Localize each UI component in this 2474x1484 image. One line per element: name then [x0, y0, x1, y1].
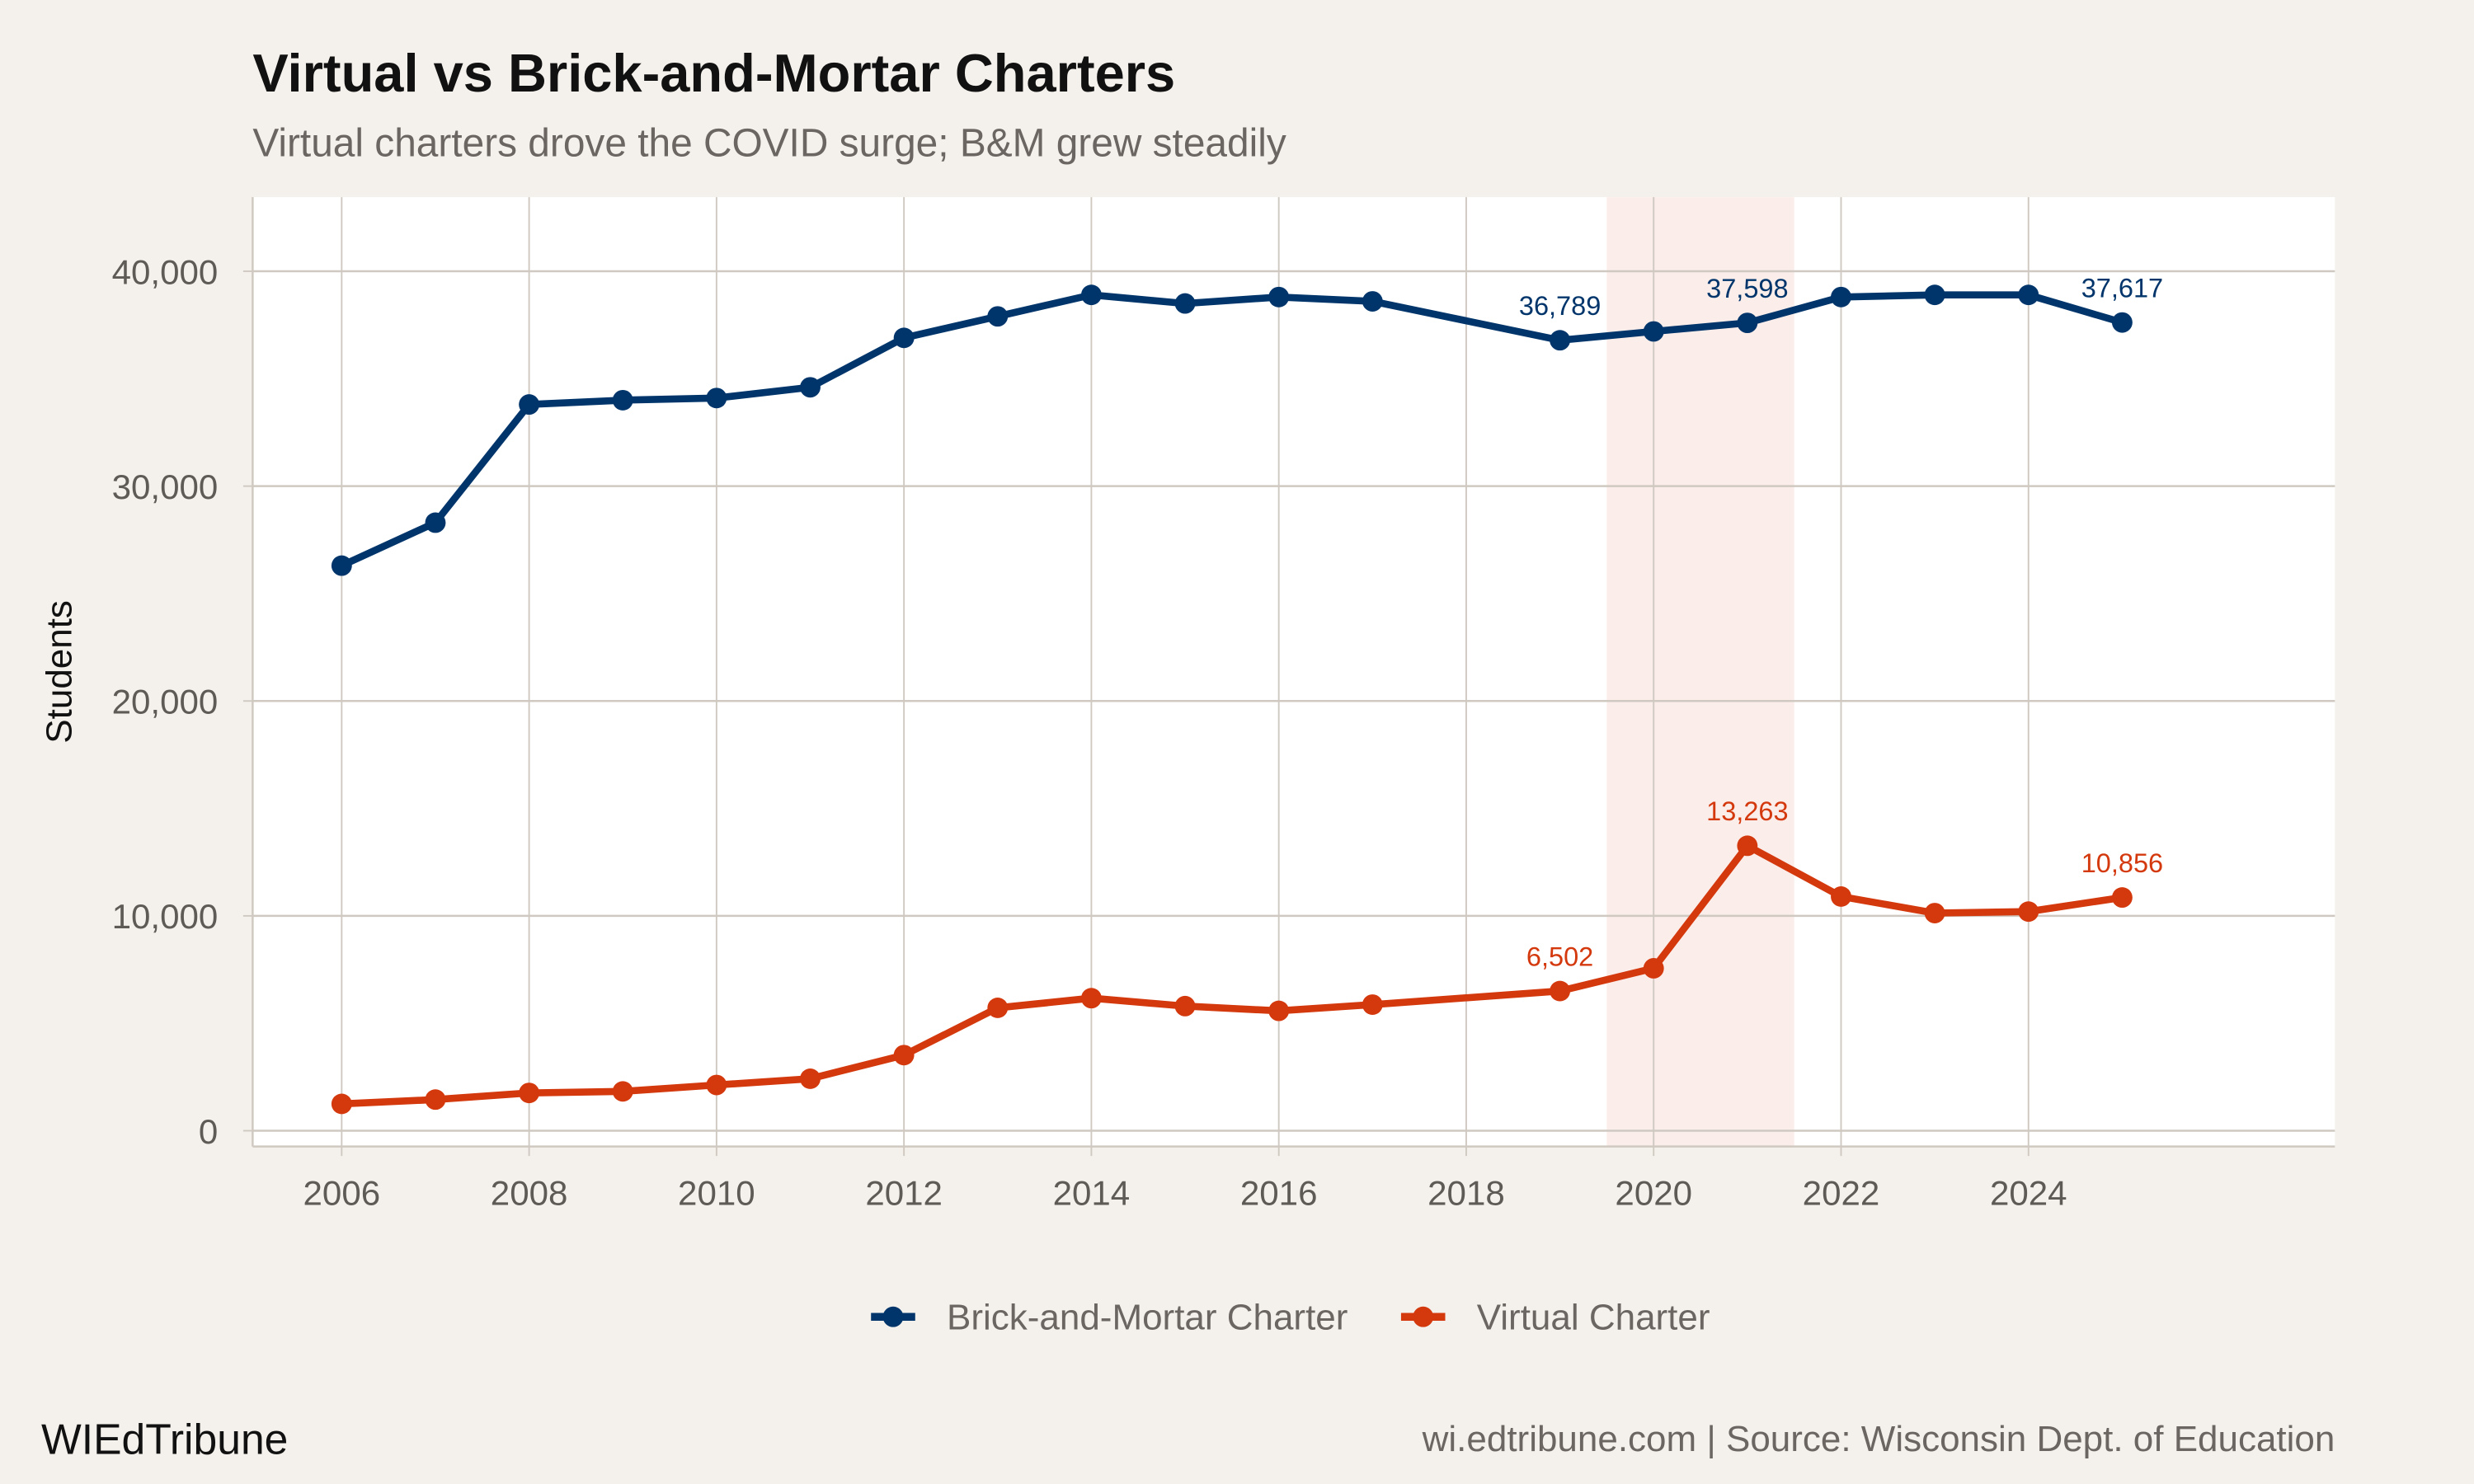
data-point [425, 512, 446, 533]
x-tick-label: 2016 [1240, 1173, 1318, 1212]
y-tick-label: 20,000 [112, 683, 219, 721]
data-point [1080, 284, 1102, 306]
x-tick-label: 2018 [1427, 1173, 1505, 1212]
data-point [1174, 293, 1196, 314]
data-point [706, 1074, 727, 1096]
highlight-band-rect [1606, 197, 1794, 1147]
x-tick-label: 2012 [865, 1173, 943, 1212]
data-point [893, 327, 915, 349]
x-tick-label: 2006 [303, 1173, 381, 1212]
series-group: 36,789 37,598 37,617 6,502 13,263 10,856 [331, 274, 2163, 1115]
series-brick-and-mortar: 36,789 37,598 37,617 [331, 274, 2163, 576]
data-point [1362, 291, 1383, 312]
data-point [800, 1068, 821, 1089]
data-point [1831, 286, 1851, 308]
y-tick-label: 10,000 [112, 897, 219, 936]
y-axis-label: Students [39, 600, 79, 744]
data-label: 13,263 [1706, 796, 1788, 826]
legend-label: Virtual Charter [1477, 1298, 1710, 1338]
axes: 2006 2008 2010 2012 2014 2016 2018 2020 2022 2024… [112, 197, 2335, 1212]
x-tick-label: 2024 [1990, 1173, 2067, 1212]
brand-name: WIEdTribune [41, 1416, 288, 1463]
data-label: 10,856 [2081, 848, 2163, 878]
data-point [425, 1089, 446, 1111]
data-point [893, 1045, 915, 1066]
data-point [2111, 887, 2133, 909]
legend-label: Brick-and-Mortar Charter [947, 1298, 1348, 1338]
data-label: 6,502 [1526, 942, 1593, 971]
y-tick-label: 40,000 [112, 252, 219, 291]
data-point [331, 1093, 352, 1115]
data-point [2018, 901, 2039, 923]
data-point [1737, 835, 1758, 857]
legend-item: Virtual Charter [1400, 1298, 1710, 1338]
data-point [1924, 284, 1945, 306]
data-point [1080, 988, 1102, 1009]
data-point [519, 1082, 540, 1104]
data-point [1362, 994, 1383, 1015]
data-point [1643, 321, 1664, 342]
data-point [1174, 995, 1196, 1017]
x-tick-label: 2020 [1615, 1173, 1692, 1212]
data-point [800, 377, 821, 398]
data-point [1831, 886, 1851, 907]
data-point [1550, 980, 1571, 1002]
x-tick-label: 2010 [678, 1173, 755, 1212]
data-point [1268, 1000, 1290, 1021]
data-point [1737, 312, 1758, 334]
x-tick-label: 2008 [491, 1173, 568, 1212]
data-point [1550, 330, 1571, 351]
data-label: 37,598 [1706, 274, 1788, 303]
y-tick-label: 30,000 [112, 467, 219, 506]
data-point [987, 306, 1009, 327]
data-point [1924, 903, 1945, 923]
x-tick-label: 2022 [1803, 1173, 1880, 1212]
source-note: wi.edtribune.com | Source: Wisconsin Dep… [1422, 1419, 2335, 1459]
data-point [2111, 312, 2133, 333]
grid-lines [252, 197, 2335, 1147]
data-label: 37,617 [2081, 274, 2163, 303]
data-point [331, 555, 352, 576]
data-point [987, 998, 1009, 1018]
legend-point-swatch [882, 1306, 904, 1327]
data-point [1268, 286, 1290, 308]
plot-background [252, 197, 2335, 1147]
data-point [612, 1081, 633, 1102]
chart-title: Virtual vs Brick-and-Mortar Charters [252, 43, 1175, 103]
x-tick-label: 2014 [1053, 1173, 1131, 1212]
legend: Brick-and-Mortar Charter Virtual Charter [871, 1298, 1710, 1338]
chart-subtitle: Virtual charters drove the COVID surge; … [252, 121, 1286, 165]
data-point [519, 394, 540, 416]
data-label: 36,789 [1519, 291, 1601, 321]
data-point [2018, 284, 2039, 306]
covid-highlight-band [1606, 197, 1794, 1147]
data-point [1643, 958, 1664, 979]
legend-point-swatch [1413, 1306, 1434, 1327]
legend-item: Brick-and-Mortar Charter [871, 1298, 1348, 1338]
series-virtual: 6,502 13,263 10,856 [331, 796, 2163, 1115]
y-tick-label: 0 [199, 1112, 218, 1151]
data-point [612, 389, 633, 411]
data-point [706, 387, 727, 409]
